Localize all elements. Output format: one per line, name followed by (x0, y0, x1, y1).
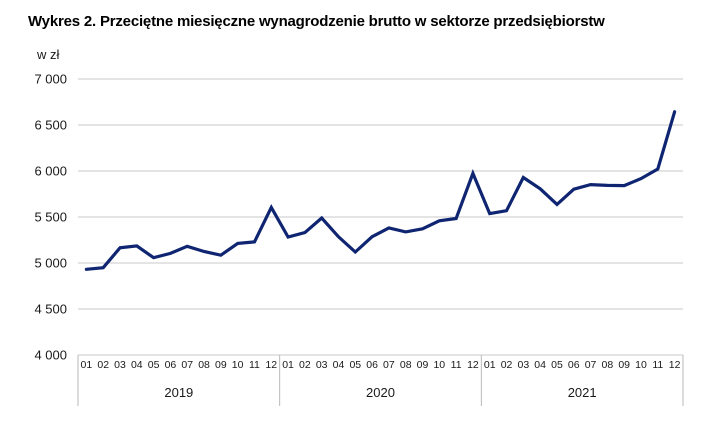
month-label: 11 (451, 359, 462, 371)
y-tick-label: 4 500 (34, 302, 67, 317)
year-label: 2021 (568, 385, 597, 400)
month-label: 05 (551, 359, 563, 371)
month-label: 10 (232, 359, 244, 371)
year-label: 2020 (366, 385, 395, 400)
month-label: 12 (265, 359, 277, 371)
month-label: 08 (198, 359, 210, 371)
month-label: 09 (417, 359, 429, 371)
y-tick-label: 5 000 (34, 256, 67, 271)
month-label: 07 (585, 359, 597, 371)
month-label: 12 (669, 359, 681, 371)
month-label: 02 (299, 359, 311, 371)
month-label: 11 (652, 359, 663, 371)
y-tick-label: 6 000 (34, 164, 67, 179)
y-tick-label: 4 000 (34, 348, 67, 363)
month-label: 01 (81, 359, 93, 371)
month-label: 07 (181, 359, 193, 371)
month-label: 04 (333, 359, 345, 371)
month-label: 03 (114, 359, 126, 371)
month-label: 02 (501, 359, 513, 371)
month-label: 07 (383, 359, 395, 371)
month-label: 01 (282, 359, 294, 371)
chart-title: Wykres 2. Przeciętne miesięczne wynagrod… (28, 13, 605, 30)
month-label: 10 (635, 359, 647, 371)
y-tick-label: 5 500 (34, 210, 67, 225)
month-label: 04 (131, 359, 143, 371)
year-label: 2019 (164, 385, 193, 400)
y-tick-label: 7 000 (34, 72, 67, 87)
month-label: 03 (316, 359, 328, 371)
month-label: 11 (249, 359, 260, 371)
month-label: 08 (400, 359, 412, 371)
month-label: 06 (568, 359, 580, 371)
month-label: 08 (602, 359, 614, 371)
y-tick-label: 6 500 (34, 118, 67, 133)
month-label: 12 (467, 359, 479, 371)
month-label: 04 (534, 359, 546, 371)
month-label: 06 (366, 359, 378, 371)
wage-data-line (84, 110, 677, 271)
month-label: 09 (215, 359, 227, 371)
month-label: 05 (148, 359, 160, 371)
month-label: 01 (484, 359, 496, 371)
month-label: 06 (165, 359, 177, 371)
y-axis-unit-label: w zł (37, 47, 60, 62)
month-label: 02 (97, 359, 109, 371)
month-label: 09 (618, 359, 630, 371)
month-label: 05 (349, 359, 361, 371)
month-label: 10 (433, 359, 445, 371)
month-label: 03 (518, 359, 530, 371)
